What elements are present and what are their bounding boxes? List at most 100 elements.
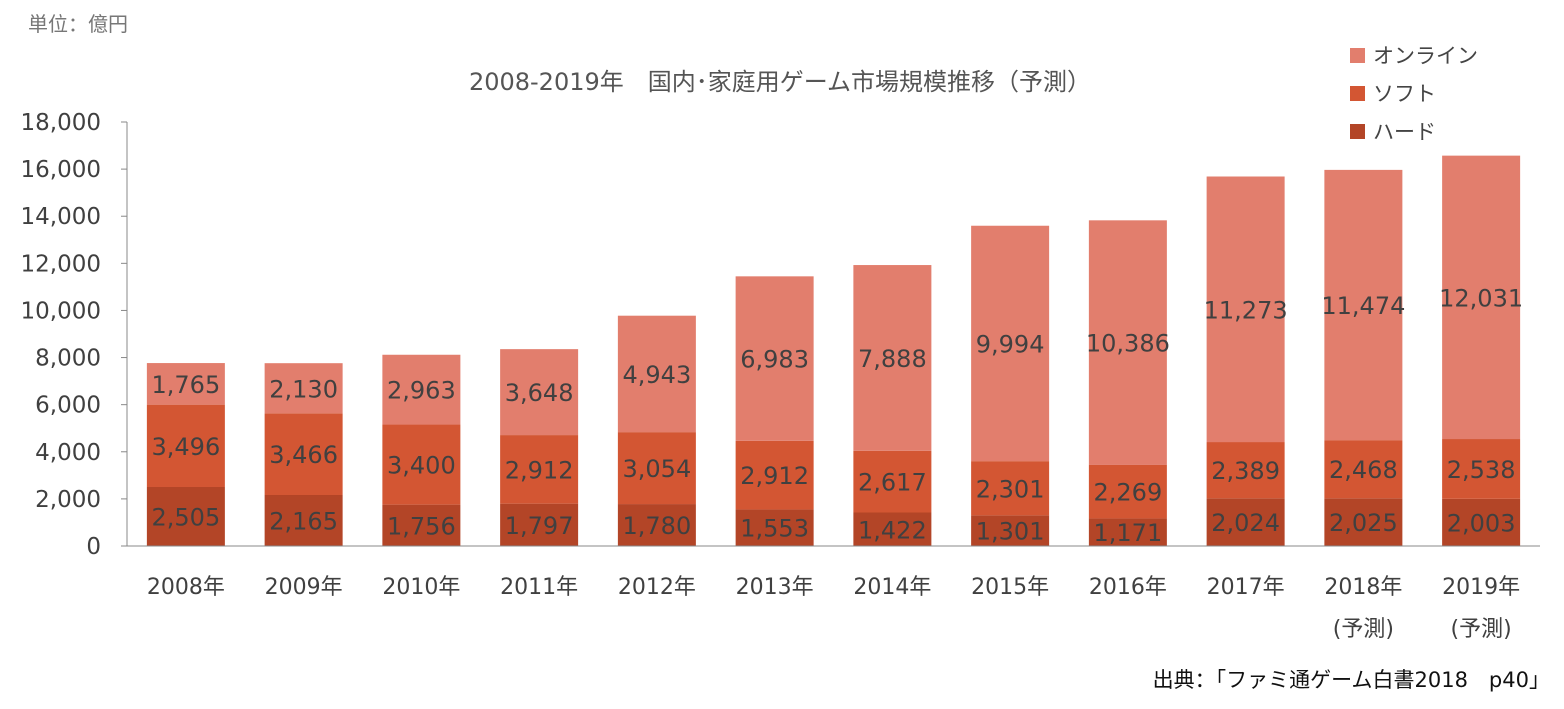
bar-online	[1206, 176, 1285, 443]
y-tick-label: 14,000	[21, 204, 101, 230]
bar-soft	[264, 413, 343, 496]
legend-label-hard: ハード	[1373, 120, 1436, 144]
data-label-hard: 1,797	[505, 512, 574, 540]
data-label-online: 4,943	[623, 361, 692, 389]
data-label-hard: 1,756	[387, 512, 456, 540]
bar-online	[1324, 169, 1403, 441]
bar-hard	[617, 504, 696, 546]
data-label-soft: 2,301	[976, 475, 1045, 503]
data-label-online: 12,031	[1439, 284, 1523, 312]
bar-hard	[264, 495, 343, 546]
bar-soft	[1088, 464, 1167, 519]
bar-online	[500, 349, 579, 436]
data-label-soft: 2,617	[858, 469, 927, 497]
bar-soft	[1324, 440, 1403, 499]
bar-online	[1088, 220, 1167, 465]
bar-soft	[382, 424, 461, 505]
data-label-online: 9,994	[976, 330, 1045, 358]
x-tick-note: (予測)	[1333, 617, 1394, 642]
bar-soft	[1442, 439, 1521, 499]
data-label-soft: 2,269	[1094, 479, 1163, 507]
bar-online	[1442, 155, 1521, 440]
x-tick-note: (予測)	[1451, 617, 1512, 642]
bar-soft	[853, 450, 932, 513]
legend-swatch-soft	[1350, 85, 1365, 101]
data-label-soft: 2,468	[1329, 456, 1398, 484]
x-tick-label: 2019年	[1442, 575, 1520, 600]
data-label-hard: 2,024	[1211, 509, 1280, 537]
data-label-soft: 3,496	[152, 433, 221, 461]
bar-online	[382, 354, 461, 425]
unit-label: 単位：億円	[28, 12, 128, 36]
bar-soft	[617, 432, 696, 505]
legend-item-hard: ハード	[1350, 112, 1478, 150]
data-label-soft: 3,400	[387, 452, 456, 480]
y-tick-label: 0	[86, 534, 101, 560]
bar-soft	[500, 435, 579, 504]
x-tick-label: 2010年	[382, 575, 460, 600]
data-label-hard: 1,422	[858, 516, 927, 544]
bar-hard	[1206, 498, 1285, 546]
source-citation: 出典：「ファミ通ゲーム白書2018 p40」	[1152, 668, 1550, 692]
legend-item-soft: ソフト	[1350, 74, 1478, 112]
data-label-soft: 2,912	[505, 456, 574, 484]
x-tick-label: 2016年	[1089, 575, 1167, 600]
data-label-online: 11,273	[1204, 296, 1288, 324]
y-tick-label: 16,000	[21, 157, 101, 183]
data-label-hard: 1,780	[623, 512, 692, 540]
x-tick-label: 2008年	[147, 575, 225, 600]
data-label-hard: 2,505	[152, 503, 221, 531]
data-label-hard: 1,301	[976, 518, 1045, 546]
bar-hard	[853, 512, 932, 546]
data-label-hard: 2,165	[269, 508, 338, 536]
bar-soft	[1206, 442, 1285, 499]
bar-online	[617, 315, 696, 433]
data-label-online: 6,983	[740, 346, 809, 374]
y-tick-label: 8,000	[35, 346, 101, 372]
data-label-online: 2,130	[269, 375, 338, 403]
x-tick-label: 2012年	[618, 575, 696, 600]
legend-swatch-online	[1350, 47, 1365, 63]
y-tick-label: 12,000	[21, 251, 101, 277]
x-tick-label: 2013年	[736, 575, 814, 600]
bar-hard	[735, 509, 814, 546]
x-tick-label: 2015年	[971, 575, 1049, 600]
bar-hard	[1442, 498, 1521, 546]
data-label-soft: 2,538	[1447, 456, 1516, 484]
y-tick-label: 6,000	[35, 393, 101, 419]
bar-online	[735, 276, 814, 441]
data-label-soft: 2,912	[740, 462, 809, 490]
bar-hard	[146, 486, 225, 546]
data-label-online: 2,963	[387, 377, 456, 405]
data-label-hard: 2,003	[1447, 509, 1516, 537]
bar-online	[971, 225, 1050, 462]
bar-soft	[971, 461, 1050, 516]
data-label-hard: 1,171	[1094, 519, 1163, 547]
data-label-hard: 2,025	[1329, 509, 1398, 537]
x-tick-label: 2014年	[853, 575, 931, 600]
bar-hard	[500, 503, 579, 546]
bar-online	[853, 265, 932, 451]
y-tick-label: 2,000	[35, 487, 101, 513]
data-label-online: 3,648	[505, 379, 574, 407]
data-label-soft: 2,389	[1211, 457, 1280, 485]
y-tick-label: 10,000	[21, 298, 101, 324]
bar-hard	[1088, 518, 1167, 546]
y-tick-label: 18,000	[21, 110, 101, 136]
bar-hard	[971, 515, 1050, 546]
legend-swatch-hard	[1350, 123, 1365, 139]
bar-hard	[382, 504, 461, 546]
bar-hard	[1324, 498, 1403, 546]
x-tick-label: 2009年	[265, 575, 343, 600]
bar-online	[264, 363, 343, 414]
x-tick-label: 2017年	[1207, 575, 1285, 600]
data-label-soft: 3,466	[269, 441, 338, 469]
legend-label-soft: ソフト	[1373, 82, 1436, 106]
data-label-soft: 3,054	[623, 455, 692, 483]
y-tick-label: 4,000	[35, 440, 101, 466]
legend-item-online: オンライン	[1350, 36, 1478, 74]
data-label-online: 10,386	[1086, 330, 1170, 358]
chart-title: 2008-2019年 国内･家庭用ゲーム市場規模推移（予測）	[468, 68, 1092, 96]
bar-soft	[735, 440, 814, 510]
